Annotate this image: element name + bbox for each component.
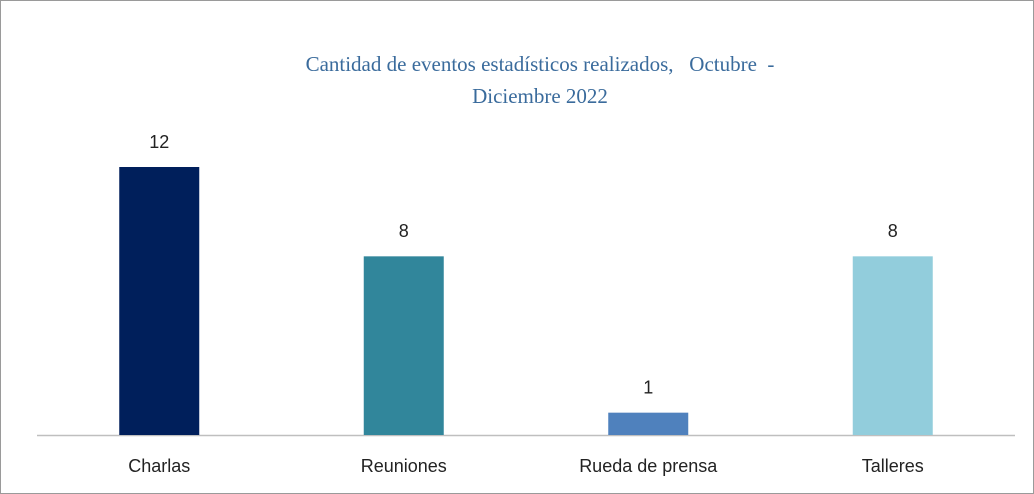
bar [608, 412, 689, 435]
chart-title: Cantidad de eventos estadísticos realiza… [305, 52, 780, 108]
bar [119, 167, 200, 435]
x-tick-label: Rueda de prensa [579, 456, 718, 476]
data-label: 8 [399, 221, 409, 241]
data-label: 8 [888, 221, 898, 241]
x-tick-label: Charlas [128, 456, 190, 476]
data-label: 1 [643, 377, 653, 397]
x-tick-label: Reuniones [361, 456, 447, 476]
bar [363, 256, 444, 435]
data-label: 12 [149, 132, 169, 152]
bar [852, 256, 933, 435]
x-tick-label: Talleres [862, 456, 924, 476]
